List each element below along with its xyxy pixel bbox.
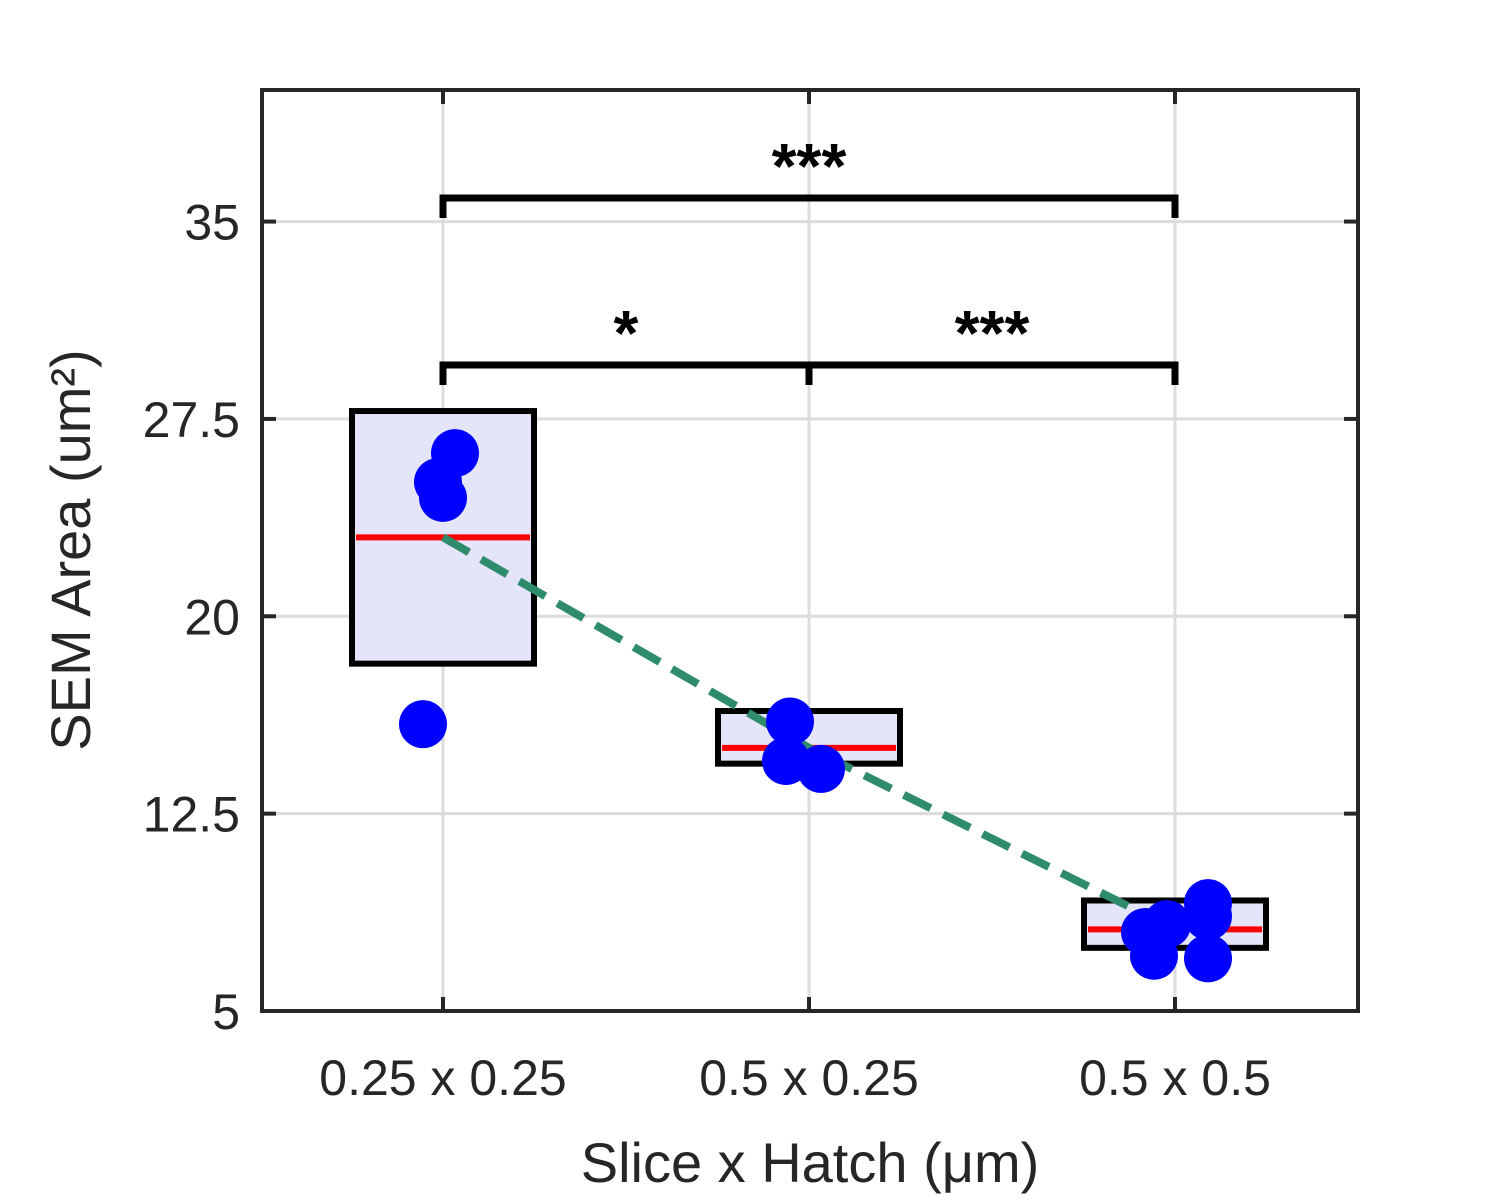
significance-label: *** bbox=[955, 297, 1030, 369]
significance-label: * bbox=[614, 297, 639, 369]
data-point bbox=[797, 744, 845, 793]
significance-label: *** bbox=[772, 130, 847, 202]
data-point bbox=[399, 700, 447, 749]
significance-bracket bbox=[439, 194, 1179, 218]
y-tick-label: 27.5 bbox=[143, 392, 240, 448]
x-axis-label: Slice x Hatch (μm) bbox=[581, 1131, 1040, 1194]
trend-line-layer bbox=[441, 533, 1177, 934]
data-point bbox=[419, 473, 467, 522]
data-point bbox=[1184, 934, 1232, 983]
x-tick-label: 0.5 x 0.25 bbox=[699, 1050, 919, 1106]
y-tick-label: 12.5 bbox=[143, 787, 240, 843]
y-tick-label: 35 bbox=[184, 195, 240, 251]
trend-line bbox=[441, 533, 1177, 934]
y-tick-label: 5 bbox=[212, 984, 240, 1040]
data-point bbox=[1130, 931, 1178, 980]
data-points bbox=[399, 429, 1232, 983]
significance-bracket bbox=[805, 361, 1179, 385]
significance-brackets: * ****** bbox=[439, 130, 1179, 385]
x-tick-label: 0.5 x 0.5 bbox=[1079, 1050, 1271, 1106]
axes bbox=[260, 88, 1360, 1013]
y-tick-label: 20 bbox=[184, 589, 240, 645]
data-point bbox=[1184, 892, 1232, 941]
x-tick-label: 0.25 x 0.25 bbox=[319, 1050, 566, 1106]
data-point bbox=[766, 697, 814, 746]
y-axis-label: SEM Area (um²) bbox=[39, 349, 102, 750]
tick-labels: 5 12.5 20 27.5 35 0.25 x 0.25 0.5 x 0.25 0.5 x … bbox=[143, 195, 1271, 1106]
